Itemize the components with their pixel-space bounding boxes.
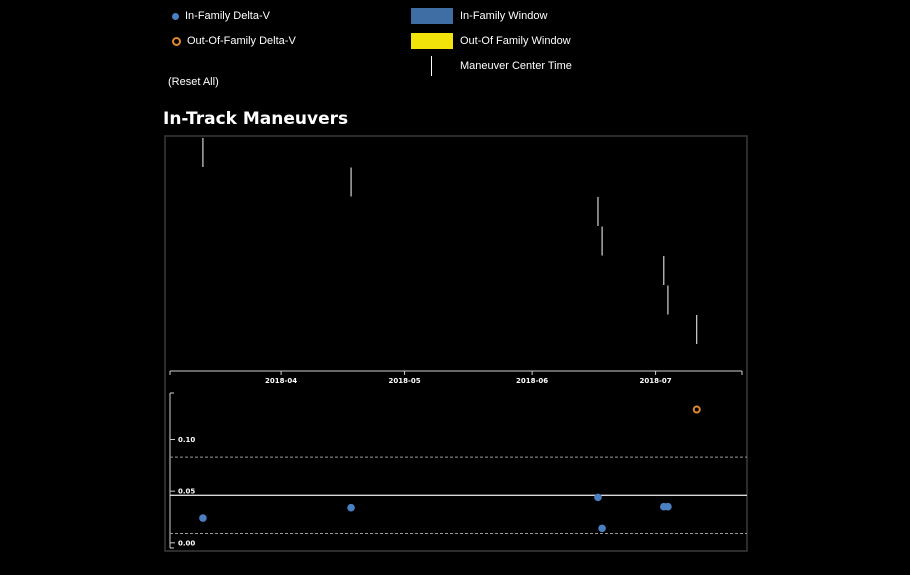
chart-title: In-Track Maneuvers [163, 109, 349, 129]
legend-label: Out-Of-Family Delta-V [187, 35, 296, 47]
timeline-panel: 2018-04 2018-05 2018-06 2018-07 [169, 138, 743, 385]
legend-in-family-window[interactable]: In-Family Window [411, 8, 547, 24]
out-family-window-swatch-icon [411, 33, 453, 49]
y-tick-label: 0.10 [178, 436, 195, 444]
legend-label: Out-Of Family Window [460, 35, 571, 47]
in-family-point [347, 503, 355, 512]
in-family-point [199, 514, 207, 522]
chart-frame [164, 135, 748, 552]
out-of-family-point [692, 405, 701, 414]
x-tick-label: 2018-04 [265, 377, 297, 385]
in-family-point [598, 524, 606, 533]
legend-out-family-window[interactable]: Out-Of Family Window [411, 33, 571, 49]
x-tick-label: 2018-05 [388, 377, 420, 385]
x-tick-label: 2018-06 [516, 377, 548, 385]
in-family-point [594, 493, 602, 502]
y-tick-label: 0.00 [178, 539, 195, 547]
x-tick-label: 2018-07 [640, 377, 672, 385]
in-family-point [664, 502, 672, 511]
legend-in-family-delta-v[interactable]: In-Family Delta-V [172, 10, 270, 22]
legend-maneuver-center-time[interactable]: Maneuver Center Time [411, 56, 572, 76]
out-family-ring-icon [172, 36, 181, 46]
center-time-tick-icon [411, 56, 453, 76]
legend: In-Family Delta-V Out-Of-Family Delta-V … [0, 0, 910, 100]
reset-all-link[interactable]: (Reset All) [168, 76, 219, 88]
delta-v-panel: 0.10 0.05 0.00 [169, 392, 747, 549]
legend-label: In-Family Window [460, 10, 548, 22]
in-family-dot-icon [172, 12, 179, 20]
legend-label: Maneuver Center Time [460, 60, 572, 72]
in-family-window-swatch-icon [411, 8, 453, 24]
y-tick-label: 0.05 [178, 488, 195, 496]
legend-out-family-delta-v[interactable]: Out-Of-Family Delta-V [172, 35, 296, 47]
legend-label: In-Family Delta-V [185, 10, 270, 22]
